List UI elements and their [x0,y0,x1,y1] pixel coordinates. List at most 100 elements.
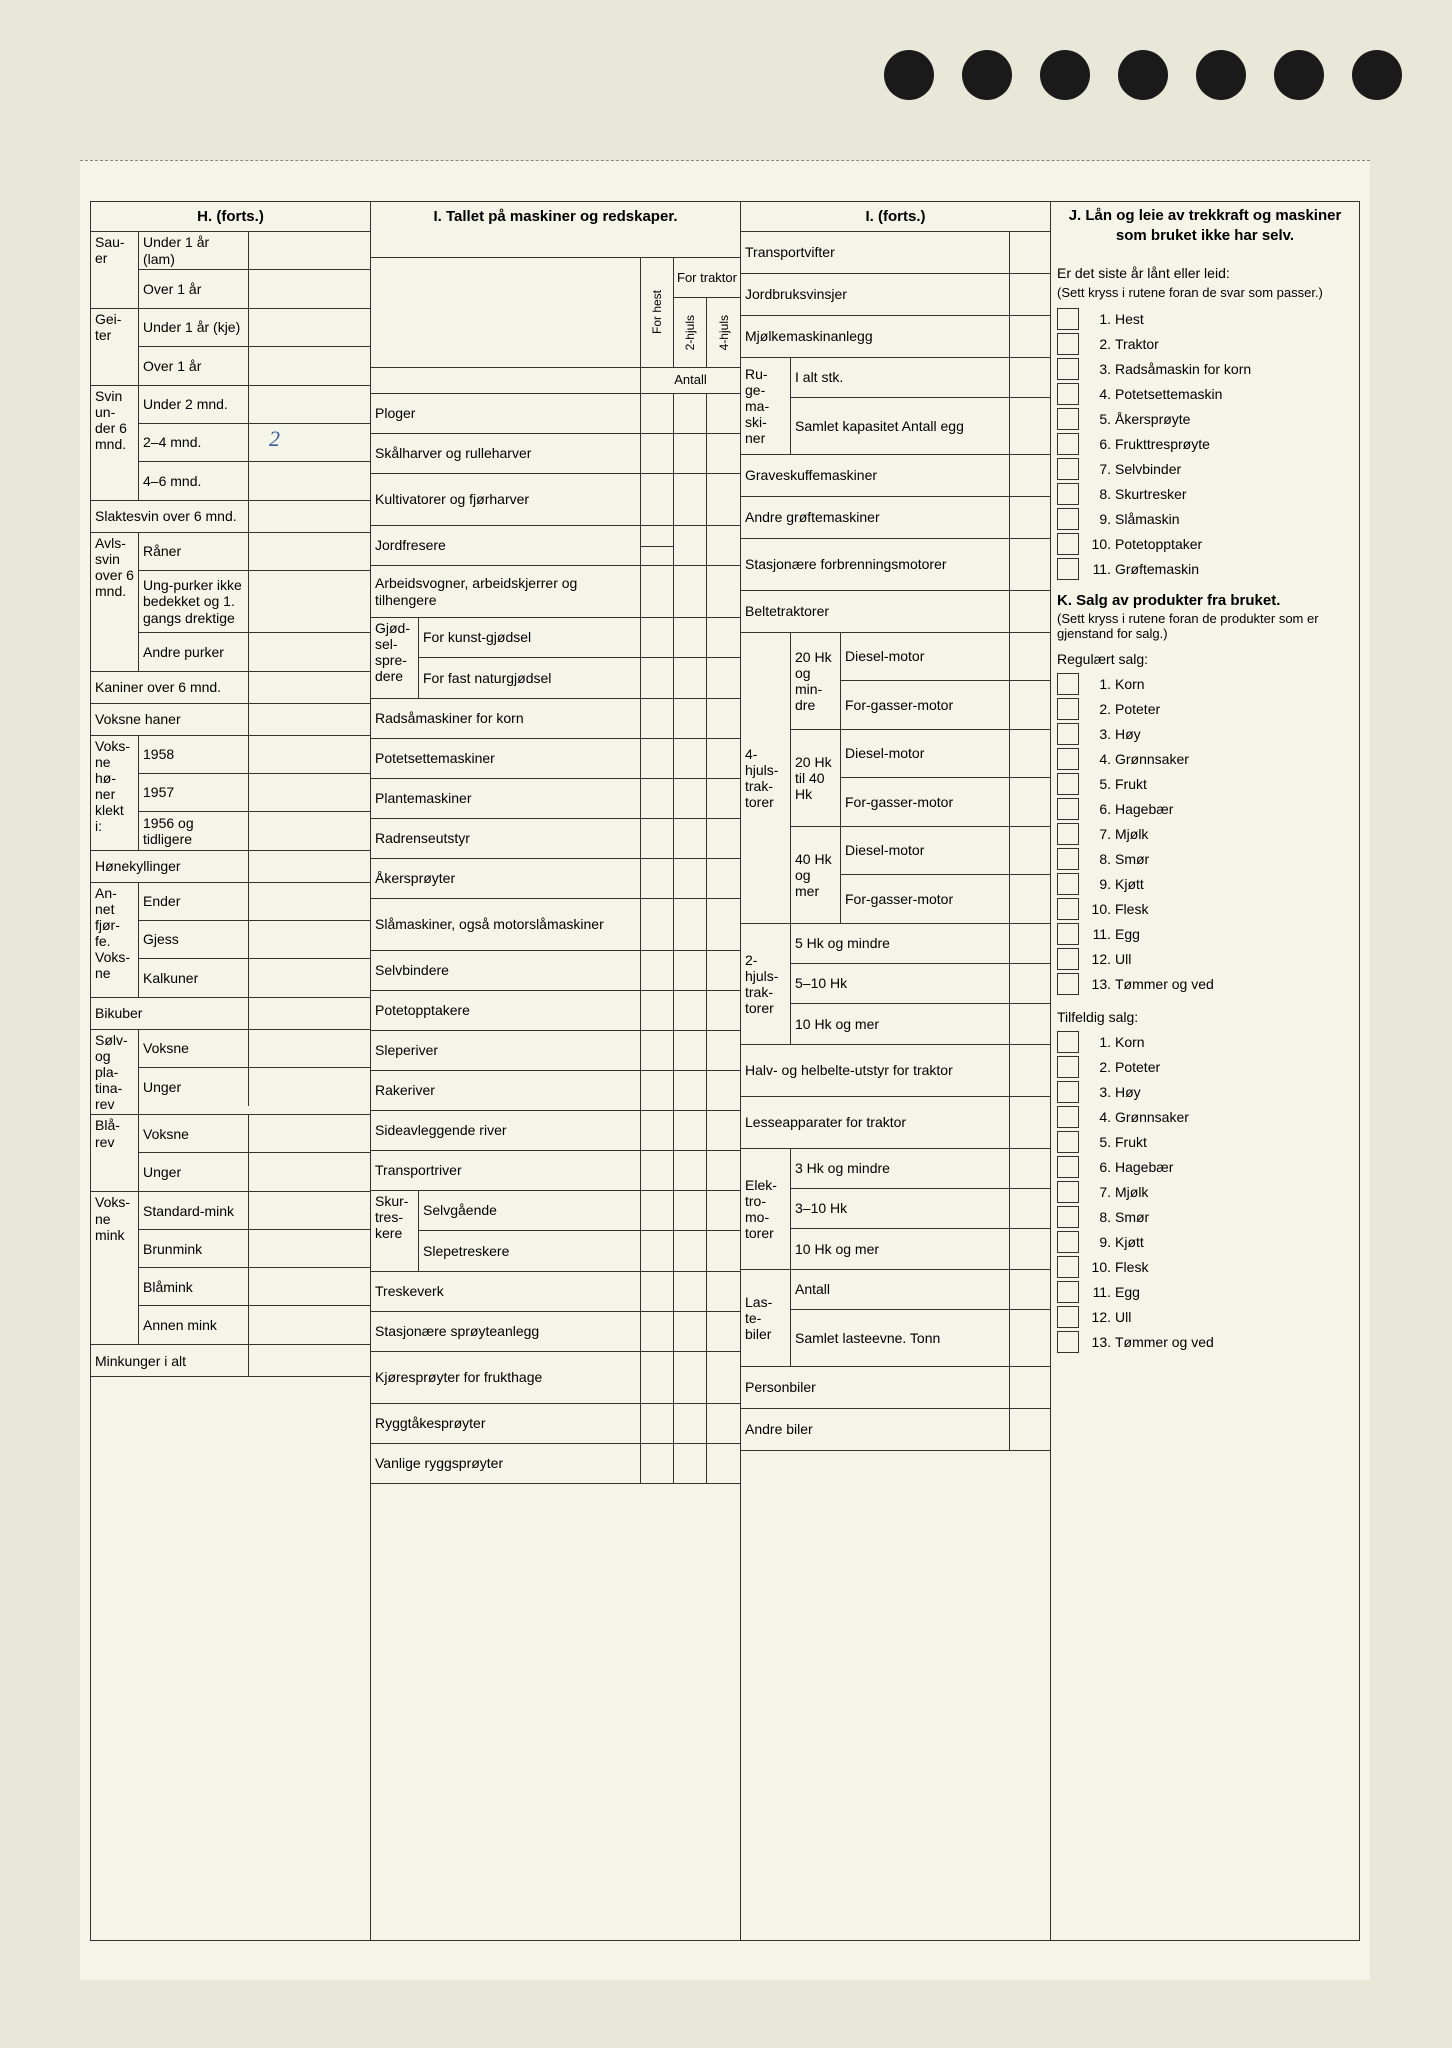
value-cell[interactable] [641,1231,674,1271]
value-cell[interactable] [707,434,740,473]
value-cell[interactable] [1010,1149,1050,1188]
value-cell[interactable] [1010,730,1050,777]
value-cell[interactable] [1010,924,1050,963]
value-cell[interactable] [707,991,740,1030]
checkbox[interactable] [1057,1331,1079,1353]
value-cell[interactable] [249,998,370,1029]
checkbox[interactable] [1057,848,1079,870]
value-cell[interactable] [707,394,740,433]
checkbox[interactable] [1057,1106,1079,1128]
value-cell[interactable] [249,1268,370,1305]
value-cell[interactable] [674,658,707,698]
value-cell[interactable] [249,774,370,811]
value-cell[interactable] [249,851,370,882]
value-cell[interactable] [641,526,674,565]
value-cell[interactable] [707,699,740,738]
value-cell[interactable] [249,1030,370,1067]
value-cell[interactable] [707,1272,740,1311]
value-cell[interactable] [249,812,370,850]
value-cell[interactable] [1010,274,1050,315]
checkbox[interactable] [1057,383,1079,405]
value-cell[interactable] [707,1404,740,1443]
checkbox[interactable] [1057,973,1079,995]
value-cell[interactable] [641,394,674,433]
value-cell[interactable] [674,474,707,525]
value-cell[interactable] [641,618,674,657]
value-cell[interactable] [641,1312,674,1351]
checkbox[interactable] [1057,673,1079,695]
checkbox[interactable] [1057,823,1079,845]
value-cell[interactable] [249,736,370,773]
value-cell[interactable] [674,1352,707,1403]
value-cell[interactable] [249,1115,370,1152]
value-cell[interactable] [707,1191,740,1230]
value-cell[interactable] [249,704,370,735]
value-cell[interactable] [674,699,707,738]
value-cell[interactable] [674,1272,707,1311]
checkbox[interactable] [1057,898,1079,920]
checkbox[interactable] [1057,773,1079,795]
value-cell[interactable] [707,951,740,990]
value-cell[interactable] [707,1031,740,1070]
value-cell[interactable] [641,1191,674,1230]
value-cell[interactable] [1010,1270,1050,1309]
value-cell[interactable] [707,474,740,525]
value-cell[interactable] [674,859,707,898]
checkbox[interactable] [1057,358,1079,380]
value-cell[interactable] [249,533,370,570]
checkbox[interactable] [1057,408,1079,430]
value-cell[interactable] [1010,398,1050,454]
value-cell[interactable] [641,859,674,898]
checkbox[interactable] [1057,333,1079,355]
value-cell[interactable] [707,526,740,565]
value-cell[interactable] [1010,1367,1050,1408]
value-cell[interactable] [249,386,370,423]
checkbox[interactable] [1057,748,1079,770]
checkbox[interactable] [1057,1206,1079,1228]
value-cell[interactable] [674,1444,707,1483]
value-cell[interactable] [1010,1004,1050,1044]
value-cell[interactable] [641,1111,674,1150]
value-cell[interactable] [641,699,674,738]
checkbox[interactable] [1057,1306,1079,1328]
checkbox[interactable] [1057,533,1079,555]
value-cell[interactable] [249,921,370,958]
checkbox[interactable] [1057,1281,1079,1303]
value-cell[interactable] [1010,1310,1050,1366]
value-cell[interactable] [641,1031,674,1070]
checkbox[interactable] [1057,948,1079,970]
value-cell[interactable] [249,571,370,632]
value-cell[interactable] [641,951,674,990]
value-cell[interactable] [249,672,370,703]
value-cell[interactable] [1010,316,1050,357]
value-cell[interactable] [707,1071,740,1110]
value-cell[interactable] [707,899,740,950]
checkbox[interactable] [1057,798,1079,820]
checkbox[interactable] [1057,1031,1079,1053]
value-cell[interactable] [249,232,370,269]
value-cell[interactable] [1010,633,1050,680]
value-cell[interactable] [641,779,674,818]
value-cell[interactable] [674,1111,707,1150]
value-cell[interactable] [249,1306,370,1344]
value-cell[interactable]: 2 [249,424,370,461]
value-cell[interactable] [1010,591,1050,632]
value-cell[interactable] [249,1153,370,1191]
value-cell[interactable] [1010,497,1050,538]
value-cell[interactable] [641,566,674,617]
value-cell[interactable] [707,859,740,898]
checkbox[interactable] [1057,1231,1079,1253]
value-cell[interactable] [674,951,707,990]
value-cell[interactable] [641,739,674,778]
value-cell[interactable] [707,739,740,778]
value-cell[interactable] [1010,875,1050,923]
value-cell[interactable] [1010,232,1050,273]
value-cell[interactable] [1010,964,1050,1003]
value-cell[interactable] [674,739,707,778]
value-cell[interactable] [249,959,370,997]
value-cell[interactable] [674,434,707,473]
checkbox[interactable] [1057,483,1079,505]
value-cell[interactable] [249,1068,370,1106]
value-cell[interactable] [707,658,740,698]
value-cell[interactable] [249,309,370,346]
